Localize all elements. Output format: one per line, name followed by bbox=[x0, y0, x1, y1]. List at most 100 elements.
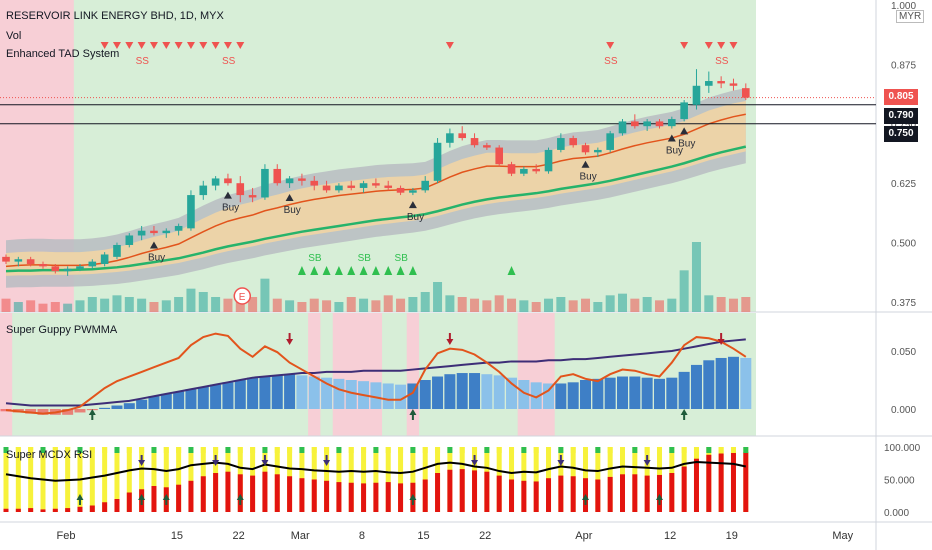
candle-body bbox=[680, 102, 688, 120]
mcdx-down-arrow-head bbox=[323, 460, 331, 466]
ss-signal-label: SS bbox=[136, 56, 150, 67]
volume-bar bbox=[309, 298, 319, 312]
mcdx-retail-bar bbox=[361, 447, 367, 512]
guppy-histogram-bar bbox=[530, 382, 542, 409]
buy-signal-arrow bbox=[285, 193, 294, 201]
guppy-up-arrow-head bbox=[680, 409, 688, 415]
candle-body bbox=[458, 133, 467, 139]
guppy-histogram-bar bbox=[506, 377, 518, 409]
guppy-histogram-bar bbox=[444, 374, 456, 409]
candle-body bbox=[322, 185, 331, 191]
sell-signal-arrow bbox=[236, 42, 245, 49]
mcdx-top-cap bbox=[730, 447, 736, 453]
mcdx-top-cap bbox=[139, 447, 145, 453]
candle-body bbox=[594, 149, 602, 153]
mcdx-retail-bar bbox=[533, 447, 539, 512]
volume-bar bbox=[297, 302, 307, 312]
volume-bar bbox=[691, 242, 701, 312]
earnings-marker-label: E bbox=[239, 292, 246, 303]
volume-bar bbox=[679, 270, 689, 312]
mcdx-top-cap bbox=[102, 447, 108, 453]
volume-bar bbox=[581, 298, 591, 312]
sell-signal-arrow bbox=[223, 42, 232, 49]
candle-body bbox=[261, 168, 269, 198]
volume-bar bbox=[556, 297, 566, 312]
candle-body bbox=[557, 138, 565, 150]
volume-bar bbox=[507, 298, 517, 312]
mcdx-top-cap bbox=[311, 447, 317, 453]
guppy-histogram-bar bbox=[555, 383, 567, 409]
mcdx-retail-bar bbox=[176, 447, 182, 512]
mcdx-down-arrow-head bbox=[212, 460, 220, 466]
volume-bar bbox=[544, 298, 554, 312]
mcdx-banker-bar bbox=[262, 471, 268, 512]
candle-body bbox=[359, 183, 368, 188]
guppy-histogram-bar bbox=[604, 377, 616, 409]
mcdx-top-cap bbox=[496, 447, 502, 453]
guppy-histogram-bar bbox=[345, 380, 357, 409]
currency-badge[interactable]: MYR bbox=[896, 10, 925, 23]
guppy-histogram-bar bbox=[99, 407, 111, 409]
candle-body bbox=[88, 261, 97, 267]
sb-signal-arrow bbox=[347, 266, 356, 275]
mcdx-top-cap bbox=[176, 447, 182, 453]
candle-body bbox=[692, 85, 701, 105]
mcdx-top-cap bbox=[52, 447, 58, 453]
mcdx-up-arrow-head bbox=[236, 494, 244, 500]
guppy-histogram-bar bbox=[136, 399, 148, 409]
mcdx-banker-bar bbox=[743, 452, 749, 512]
mcdx-banker-bar bbox=[521, 480, 527, 512]
mcdx-retail-bar bbox=[188, 447, 194, 512]
sb-signal-arrow bbox=[334, 266, 343, 275]
volume-bar bbox=[371, 300, 381, 312]
sb-signal-arrow bbox=[384, 266, 393, 275]
candle-body bbox=[298, 178, 306, 181]
guppy-down-arrow-head bbox=[717, 339, 725, 345]
sb-signal-arrow bbox=[396, 266, 405, 275]
mcdx-top-cap bbox=[89, 447, 95, 453]
candle-body bbox=[643, 121, 651, 127]
mcdx-banker-bar bbox=[176, 484, 182, 512]
mcdx-banker-bar bbox=[102, 502, 108, 512]
price-axis-tick: 0.750 bbox=[891, 120, 916, 131]
candle-body bbox=[76, 266, 84, 269]
mcdx-retail-bar bbox=[102, 447, 108, 512]
mcdx-top-cap bbox=[583, 447, 589, 453]
guppy-histogram-bar bbox=[740, 357, 752, 409]
mcdx-top-cap bbox=[743, 447, 749, 453]
mcdx-banker-bar bbox=[287, 476, 293, 512]
buy-signal-label: Buy bbox=[580, 172, 597, 183]
candle-body bbox=[507, 164, 516, 174]
volume-bar bbox=[408, 297, 418, 312]
guppy-histogram-bar bbox=[296, 375, 308, 409]
guppy-bear-zone bbox=[0, 313, 13, 436]
mcdx-banker-bar bbox=[65, 508, 71, 512]
mcdx-top-cap bbox=[65, 447, 71, 453]
mcdx-top-cap bbox=[521, 447, 527, 453]
buy-signal-label: Buy bbox=[666, 146, 683, 157]
guppy-histogram-bar bbox=[617, 376, 628, 409]
sb-signal-arrow bbox=[310, 266, 319, 275]
guppy-axis-tick: 0.000 bbox=[891, 405, 916, 416]
time-axis-tick: 15 bbox=[417, 530, 429, 542]
volume-bar bbox=[420, 292, 430, 312]
guppy-histogram-bar bbox=[481, 374, 493, 409]
mcdx-top-cap bbox=[250, 447, 256, 453]
volume-bar bbox=[531, 302, 541, 312]
volume-bar bbox=[618, 293, 627, 312]
mcdx-top-cap bbox=[126, 447, 132, 453]
buy-signal-label: Buy bbox=[222, 203, 239, 214]
mcdx-banker-bar bbox=[237, 474, 243, 512]
guppy-histogram-bar bbox=[284, 374, 296, 409]
volume-bar bbox=[63, 303, 73, 312]
mcdx-top-cap bbox=[287, 447, 293, 453]
mcdx-retail-bar bbox=[3, 447, 9, 512]
candle-body bbox=[668, 119, 676, 127]
volume-bar bbox=[149, 302, 159, 312]
volume-bar bbox=[482, 300, 492, 312]
candle-body bbox=[396, 187, 405, 193]
mcdx-banker-bar bbox=[324, 480, 330, 512]
volume-bar bbox=[211, 297, 221, 312]
sell-signal-arrow bbox=[211, 42, 220, 49]
